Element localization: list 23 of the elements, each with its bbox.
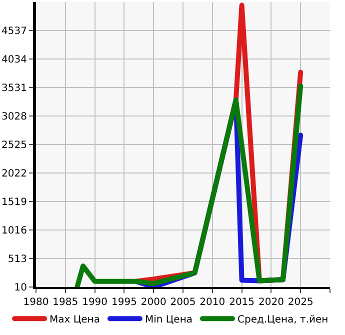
x-tick-label: 1985 (52, 297, 78, 308)
x-tick-label: 1995 (111, 297, 137, 308)
y-tick-label: 4034 (2, 54, 27, 66)
y-tick-label: 1519 (2, 197, 27, 208)
y-tick-label: 10 (14, 282, 27, 294)
y-tick-label: 4537 (2, 26, 27, 37)
y-tick-label: 513 (8, 254, 27, 265)
y-tick-label: 3531 (2, 83, 27, 94)
legend-label: Min Цена (144, 314, 192, 326)
y-tick-label: 2022 (2, 168, 27, 180)
x-tick-label: 2000 (140, 297, 166, 308)
legend-label: Max Цена (50, 314, 100, 326)
x-tick-label: 2015 (229, 297, 255, 308)
x-tick-label: 1980 (23, 297, 49, 308)
y-tick-label: 2525 (2, 140, 27, 151)
y-tick-label: 3028 (2, 112, 27, 122)
x-tick-label: 2005 (170, 297, 196, 308)
legend-label: Сред.Цена, т.йен (237, 314, 328, 326)
y-tick-label: 1016 (2, 226, 27, 236)
x-tick-label: 2020 (258, 297, 284, 308)
x-tick-label: 1990 (82, 297, 108, 308)
x-tick-label: 2010 (200, 297, 226, 308)
x-tick-label: 2025 (288, 297, 314, 308)
